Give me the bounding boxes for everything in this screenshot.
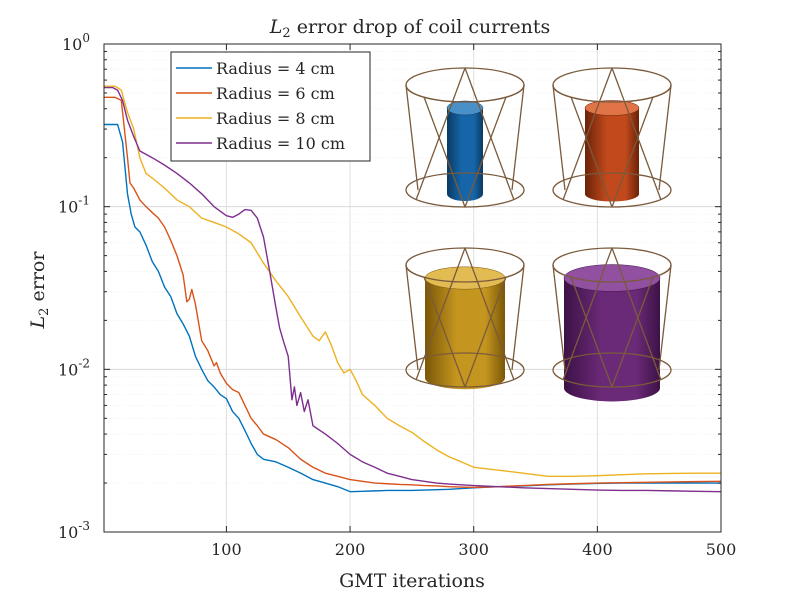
series-line-3 [104,85,721,477]
coil-ring-front [552,264,672,283]
coil-wire [464,96,507,208]
coil-inset [552,67,672,208]
y-axis-label: L2 error [27,251,52,330]
coil-wire [464,276,507,388]
y-tick-labels: 100 10-1 10-2 10-3 [58,31,90,542]
coil-ring [552,172,672,208]
coil-wire [423,96,466,208]
coil-ring [405,352,525,388]
magnet-top [424,266,506,290]
coil-wire [570,276,613,388]
x-tick-label: 300 [458,540,489,559]
coil-inset [552,247,672,402]
x-tick-label: 400 [582,540,613,559]
y-tick-label: 10-1 [58,194,90,217]
x-tick-label: 100 [211,540,242,559]
legend-label: Radius = 6 cm [216,84,335,103]
coil-wire [552,84,566,191]
coil-inset [405,67,525,208]
series-layer [104,85,722,493]
coil-wire [552,264,566,371]
x-axis-label: GMT iterations [339,570,485,592]
series-line-4 [104,86,722,493]
magnet-cylinder [585,108,639,202]
coil-wire [658,264,672,371]
coil-wire [511,264,525,371]
coil-ring-front [405,264,525,283]
coil-insets [405,67,672,402]
plot-frame [103,43,722,533]
x-tick-label: 500 [706,540,737,559]
coil-ring-front [405,84,525,103]
coil-inset [405,247,525,390]
y-tick-label: 100 [62,31,90,54]
magnet-top [584,100,640,116]
legend-label: Radius = 4 cm [216,59,335,78]
coil-wire [405,84,419,191]
chart-title: L2 error drop of coil currents [269,16,551,41]
legend: Radius = 4 cm Radius = 6 cm Radius = 8 cm R… [170,51,371,162]
magnet-top [446,100,484,116]
y-tick-label: 10-2 [58,356,90,379]
coil-ring-front [552,84,672,103]
coil-wire [611,276,654,388]
magnet-cylinder [425,278,505,390]
magnet-top [563,264,661,292]
x-tick-label: 200 [335,540,366,559]
coil-wire [511,84,525,191]
coil-wire [405,264,419,371]
y-tick-label: 10-3 [58,519,90,542]
coil-wire [658,84,672,191]
magnet-cylinder [564,278,660,402]
magnet-cylinder [447,108,483,201]
legend-label: Radius = 8 cm [216,109,335,128]
coil-wire [423,276,466,388]
coil-ring [405,172,525,208]
coil-ring [552,352,672,388]
coil-wire [611,96,654,208]
x-tick-labels: 100 200 300 400 500 [211,540,736,559]
coil-wire [570,96,613,208]
legend-label: Radius = 10 cm [216,134,345,153]
axis-ticks [104,43,722,533]
